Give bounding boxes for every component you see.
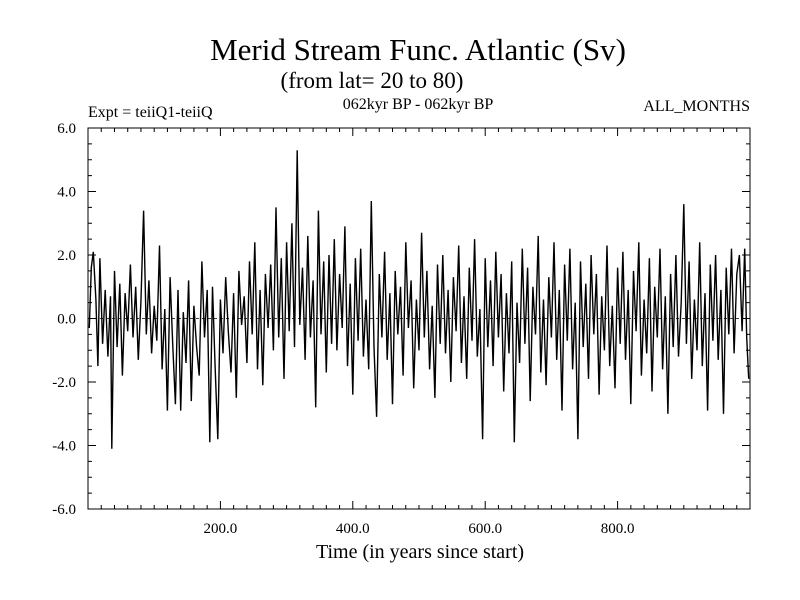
x-tick-label: 200.0: [204, 521, 238, 537]
chart-subtitle: (from lat= 20 to 80): [281, 68, 464, 93]
x-tick-label: 600.0: [468, 521, 502, 537]
x-tick-label: 800.0: [601, 521, 635, 537]
y-tick-label: -2.0: [52, 375, 76, 391]
y-tick-label: 0.0: [57, 312, 76, 328]
experiment-label: Expt = teiiQ1-teiiQ: [88, 104, 213, 121]
x-tick-label: 400.0: [336, 521, 370, 537]
axis-tick-labels: 200.0 400.0 600.0 800.0 6.0 4.0 2.0 0.0 -2.0 -4.0…: [52, 121, 634, 537]
series-line: [88, 150, 750, 449]
y-tick-label: -4.0: [52, 439, 76, 455]
y-tick-label: 6.0: [57, 121, 76, 137]
chart-title: Merid Stream Func. Atlantic (Sv): [210, 32, 626, 67]
series-group: [88, 150, 750, 449]
x-axis-label: Time (in years since start): [316, 541, 524, 563]
y-tick-label: -6.0: [52, 502, 76, 518]
months-label: ALL_MONTHS: [643, 98, 750, 115]
y-tick-label: 2.0: [57, 248, 76, 264]
y-tick-label: 4.0: [57, 185, 76, 201]
period-label: 062kyr BP - 062kyr BP: [343, 96, 494, 113]
